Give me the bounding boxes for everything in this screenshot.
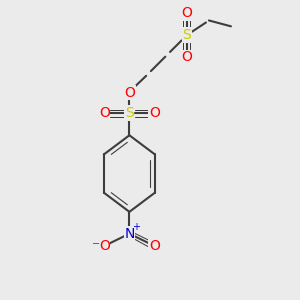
Text: O: O [99, 106, 110, 120]
Text: O: O [182, 6, 192, 20]
Text: N: N [124, 227, 135, 241]
Text: O: O [149, 239, 160, 253]
Text: +: + [132, 222, 140, 233]
Text: O: O [149, 106, 160, 120]
Text: O: O [182, 50, 192, 64]
Text: −: − [92, 239, 100, 249]
Text: S: S [125, 106, 134, 120]
Text: O: O [124, 85, 135, 100]
Text: S: S [182, 28, 191, 42]
Text: O: O [99, 239, 110, 253]
